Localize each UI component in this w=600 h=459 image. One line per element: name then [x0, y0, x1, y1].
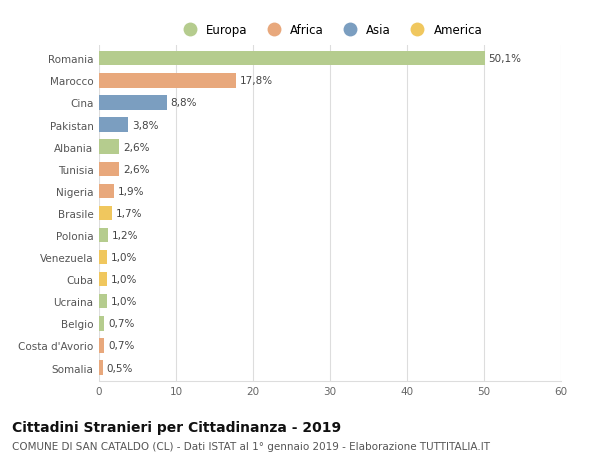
Text: 17,8%: 17,8%: [240, 76, 273, 86]
Text: 1,0%: 1,0%: [110, 252, 137, 263]
Bar: [99, 339, 104, 353]
Text: 2,6%: 2,6%: [123, 142, 149, 152]
Bar: [99, 272, 107, 287]
Bar: [99, 294, 107, 309]
Bar: [99, 184, 113, 199]
Text: 2,6%: 2,6%: [123, 164, 149, 174]
Text: 1,2%: 1,2%: [112, 230, 139, 241]
Bar: [99, 96, 167, 110]
Bar: [99, 52, 485, 66]
Bar: [99, 228, 108, 243]
Text: 1,0%: 1,0%: [110, 274, 137, 285]
Text: 50,1%: 50,1%: [488, 54, 521, 64]
Text: 1,7%: 1,7%: [116, 208, 142, 218]
Bar: [99, 361, 103, 375]
Text: Cittadini Stranieri per Cittadinanza - 2019: Cittadini Stranieri per Cittadinanza - 2…: [12, 420, 341, 434]
Text: COMUNE DI SAN CATALDO (CL) - Dati ISTAT al 1° gennaio 2019 - Elaborazione TUTTIT: COMUNE DI SAN CATALDO (CL) - Dati ISTAT …: [12, 441, 490, 451]
Bar: [99, 250, 107, 265]
Text: 0,7%: 0,7%: [108, 341, 134, 351]
Bar: [99, 162, 119, 177]
Bar: [99, 74, 236, 88]
Text: 0,7%: 0,7%: [108, 319, 134, 329]
Text: 1,9%: 1,9%: [118, 186, 144, 196]
Text: 3,8%: 3,8%: [132, 120, 158, 130]
Bar: [99, 140, 119, 155]
Bar: [99, 118, 128, 133]
Legend: Europa, Africa, Asia, America: Europa, Africa, Asia, America: [178, 24, 482, 37]
Bar: [99, 206, 112, 221]
Text: 8,8%: 8,8%: [170, 98, 197, 108]
Bar: [99, 317, 104, 331]
Text: 1,0%: 1,0%: [110, 297, 137, 307]
Text: 0,5%: 0,5%: [107, 363, 133, 373]
